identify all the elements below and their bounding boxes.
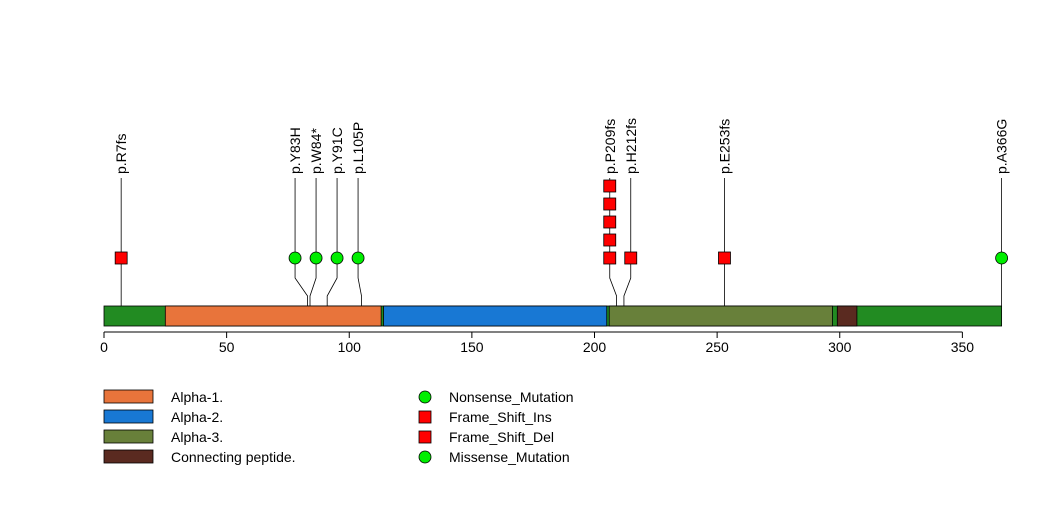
x-tick-label: 200 (583, 339, 607, 355)
mutation-label: p.A366G (994, 119, 1010, 174)
mutation-label: p.Y83H (287, 127, 303, 174)
mutation-marker-square (603, 233, 617, 247)
mutation-marker-square (603, 215, 617, 229)
mutation-label: p.E253fs (716, 119, 732, 174)
domain-1 (164, 305, 382, 327)
mutation-marker-circle (351, 251, 365, 265)
x-tick-label: 250 (705, 339, 729, 355)
legend-label: Frame_Shift_Ins (449, 409, 552, 425)
legend-swatch (103, 429, 154, 444)
x-tick-label: 100 (338, 339, 362, 355)
mutation-marker-square (603, 251, 617, 265)
x-tick-label: 0 (100, 339, 108, 355)
legend-label: Nonsense_Mutation (449, 389, 574, 405)
mutation-stem (623, 178, 632, 306)
x-tick-label: 300 (828, 339, 852, 355)
domain-2 (383, 305, 608, 327)
legend: Alpha-1. Alpha-2. Alpha-3. Connecting pepti… (103, 389, 574, 465)
mutation-marker-square (624, 251, 638, 265)
mutation-label: p.R7fs (113, 134, 129, 174)
mutation-marker-circle (330, 251, 344, 265)
legend-label: Alpha-1. (171, 389, 223, 405)
domain-4 (836, 305, 858, 327)
mutation-stem (309, 178, 317, 306)
mutation-marker-circle (288, 251, 302, 265)
mutation-marker-square (603, 179, 617, 193)
domain-3 (608, 305, 833, 327)
mutation-marker-square (114, 251, 128, 265)
protein-backbone (103, 305, 1003, 327)
x-axis: 0 50 100 150 200 250 300 350 (100, 331, 975, 355)
legend-label: Missense_Mutation (449, 449, 570, 465)
legend-label: Connecting peptide. (171, 449, 296, 465)
mutation-label: p.Y91C (329, 127, 345, 174)
x-tick-label: 50 (219, 339, 235, 355)
mutation-stem (357, 178, 362, 306)
mutation-marker-circle (995, 251, 1009, 265)
mutation-label: p.W84* (308, 128, 324, 174)
mutation-stem (326, 178, 338, 306)
legend-label: Frame_Shift_Del (449, 429, 554, 445)
legend-swatch (103, 449, 154, 464)
mutation-stems (120, 178, 1003, 306)
legend-marker-circle (418, 390, 432, 404)
legend-marker-circle (418, 450, 432, 464)
legend-label: Alpha-2. (171, 409, 223, 425)
mutation-labels: p.R7fs p.Y83H p.W84* p.Y91C p.L105P p.P209fs p… (113, 118, 1009, 174)
legend-swatch (103, 409, 154, 424)
mutation-label: p.L105P (350, 122, 366, 174)
mutation-marker-square (603, 197, 617, 211)
x-tick-label: 150 (460, 339, 484, 355)
mutation-stem (294, 178, 308, 306)
mutation-markers (114, 179, 1009, 265)
legend-swatch (103, 389, 154, 404)
mutation-marker-square (718, 251, 731, 265)
x-tick-label: 350 (951, 339, 975, 355)
legend-marker-square (418, 410, 432, 424)
legend-label: Alpha-3. (171, 429, 223, 445)
mutation-label: p.H212fs (623, 118, 639, 174)
mutation-marker-circle (309, 251, 323, 265)
legend-marker-square (418, 430, 432, 444)
mutation-label: p.P209fs (602, 119, 618, 174)
